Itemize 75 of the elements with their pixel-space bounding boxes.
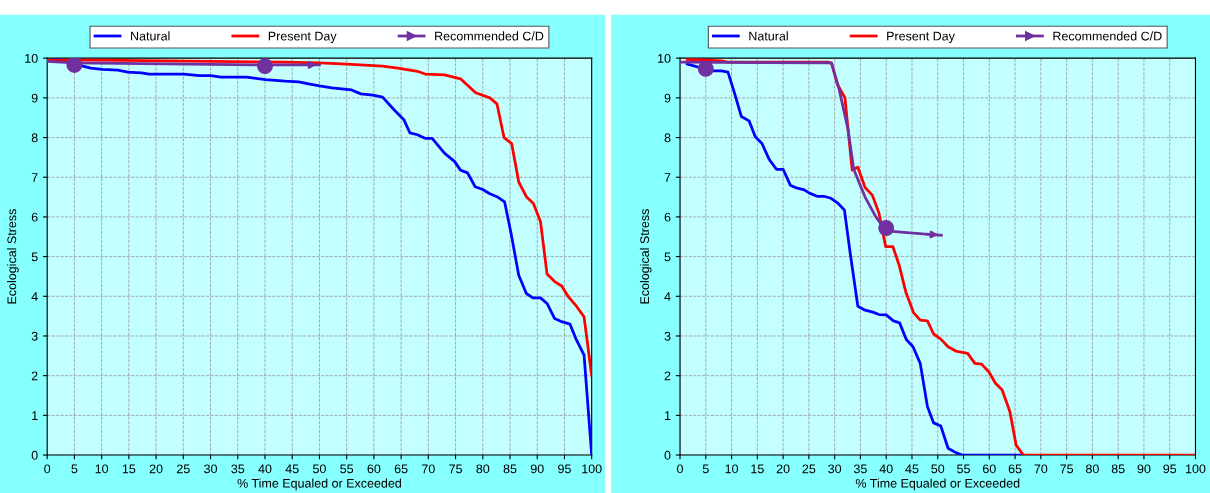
y-axis-title: Ecological Stress	[7, 209, 19, 304]
x-tick-label: 35	[231, 464, 245, 474]
x-tick-label: 45	[905, 464, 919, 474]
x-tick-label: 20	[149, 464, 163, 474]
y-tick-label: 0	[664, 450, 671, 460]
x-tick-label: 30	[204, 464, 217, 474]
y-tick-label: 8	[31, 133, 38, 143]
y-tick-label: 5	[664, 252, 671, 262]
x-tick-label: 95	[1163, 464, 1177, 474]
x-tick-label: 65	[1008, 464, 1022, 474]
y-tick-label: 7	[664, 173, 671, 182]
x-tick-label: 95	[558, 464, 571, 474]
x-tick-label: 15	[122, 464, 136, 474]
x-tick-label: 85	[1111, 464, 1125, 474]
y-tick-label: 1	[32, 411, 38, 420]
legend-label: Present Day	[887, 31, 955, 43]
legend-label: Natural	[749, 31, 788, 41]
x-tick-label: 45	[285, 464, 299, 474]
legend-label: Recommended C/D	[435, 31, 544, 41]
x-tick-label: 55	[957, 464, 970, 474]
y-tick-label: 3	[31, 331, 38, 341]
x-tick-label: 55	[340, 464, 354, 474]
y-tick-label: 7	[31, 173, 38, 182]
y-tick-label: 6	[31, 212, 38, 222]
x-tick-label: 100	[582, 464, 602, 474]
y-tick-label: 9	[664, 93, 671, 103]
y-tick-label: 3	[664, 331, 671, 341]
y-tick-label: 0	[31, 450, 38, 460]
x-tick-label: 60	[367, 464, 381, 474]
x-tick-label: 25	[802, 464, 816, 474]
x-tick-label: 70	[422, 464, 435, 474]
x-tick-label: 60	[982, 464, 996, 474]
x-tick-label: 15	[751, 464, 764, 474]
x-tick-label: 5	[702, 464, 709, 474]
x-tick-label: 30	[828, 464, 842, 474]
y-tick-label: 5	[31, 252, 38, 262]
y-tick-label: 2	[31, 371, 38, 381]
x-tick-label: 100	[1186, 464, 1206, 474]
line-series	[680, 60, 943, 237]
y-tick-label: 4	[31, 292, 38, 301]
x-tick-label: 5	[71, 464, 78, 474]
x-tick-label: 20	[776, 464, 790, 474]
y-axis-title: Ecological Stress	[639, 209, 652, 304]
y-tick-label: 4	[664, 292, 671, 301]
y-tick-label: 1	[664, 411, 671, 420]
y-tick-label: 10	[658, 53, 671, 63]
x-tick-label: 50	[312, 464, 326, 474]
x-axis-title: % Time Equaled or Exceeded	[237, 478, 401, 491]
x-tick-label: 80	[476, 464, 490, 474]
x-tick-label: 70	[1034, 464, 1048, 474]
y-tick-label: 9	[31, 93, 38, 103]
x-tick-label: 65	[394, 464, 408, 474]
x-tick-label: 0	[677, 464, 684, 474]
x-tick-label: 35	[853, 464, 867, 474]
x-axis-title: % Time Equaled or Exceeded	[855, 478, 1020, 491]
y-tick-label: 6	[664, 212, 671, 222]
legend-label: Present Day	[268, 31, 337, 43]
x-tick-label: 75	[1060, 464, 1074, 474]
x-tick-label: 75	[449, 464, 462, 474]
x-tick-label: 25	[176, 464, 190, 474]
x-tick-label: 10	[725, 464, 739, 474]
x-tick-label: 90	[1137, 464, 1151, 474]
y-tick-label: 10	[25, 53, 38, 63]
x-tick-label: 0	[44, 464, 51, 474]
x-tick-label: 90	[530, 464, 544, 474]
x-tick-label: 80	[1085, 464, 1099, 474]
legend-label: Natural	[131, 31, 170, 41]
x-tick-label: 40	[879, 464, 893, 474]
y-tick-label: 2	[664, 371, 671, 381]
legend-label: Recommended C/D	[1053, 31, 1162, 41]
y-tick-label: 8	[664, 133, 671, 143]
x-tick-label: 40	[258, 464, 272, 474]
x-tick-label: 50	[931, 464, 945, 474]
x-tick-label: 10	[95, 464, 109, 474]
x-tick-label: 85	[503, 464, 517, 474]
